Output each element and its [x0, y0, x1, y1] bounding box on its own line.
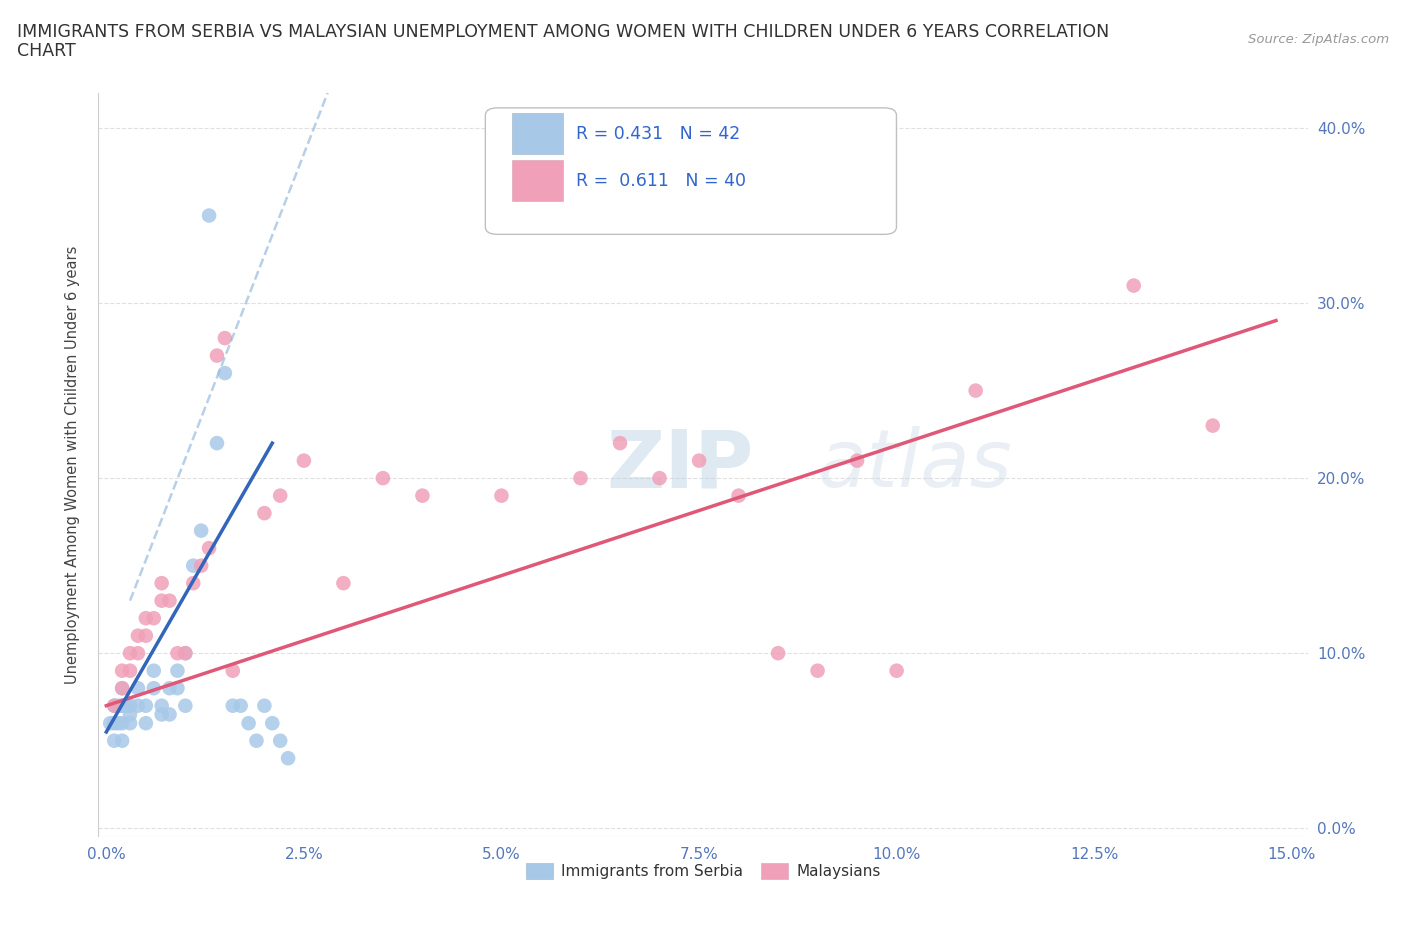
Point — [150, 698, 173, 713]
Point — [103, 716, 125, 731]
Point — [807, 663, 830, 678]
Point — [111, 733, 134, 748]
Point — [965, 383, 987, 398]
Point — [115, 698, 138, 713]
Point — [238, 716, 260, 731]
Point — [111, 698, 134, 713]
Point — [118, 716, 141, 731]
Point — [198, 540, 221, 555]
Text: Source: ZipAtlas.com: Source: ZipAtlas.com — [1249, 33, 1389, 46]
Point — [118, 645, 141, 660]
Point — [159, 681, 181, 696]
Point — [142, 611, 165, 626]
Point — [569, 471, 592, 485]
Point — [111, 681, 134, 696]
Point — [127, 698, 149, 713]
Point — [609, 435, 631, 450]
Point — [411, 488, 433, 503]
Point — [118, 698, 141, 713]
Point — [159, 707, 181, 722]
Point — [1122, 278, 1144, 293]
Point — [190, 558, 212, 573]
Point — [127, 629, 149, 644]
FancyBboxPatch shape — [512, 160, 562, 201]
Point — [214, 365, 236, 380]
Point — [229, 698, 252, 713]
Legend: Immigrants from Serbia, Malaysians: Immigrants from Serbia, Malaysians — [519, 857, 887, 885]
Point — [127, 645, 149, 660]
Point — [118, 707, 141, 722]
Point — [253, 698, 276, 713]
Point — [262, 716, 284, 731]
Point — [103, 698, 125, 713]
FancyBboxPatch shape — [512, 113, 562, 154]
Text: IMMIGRANTS FROM SERBIA VS MALAYSIAN UNEMPLOYMENT AMONG WOMEN WITH CHILDREN UNDER: IMMIGRANTS FROM SERBIA VS MALAYSIAN UNEM… — [17, 23, 1109, 41]
Point — [214, 331, 236, 346]
Point — [135, 629, 157, 644]
Text: R = 0.431   N = 42: R = 0.431 N = 42 — [576, 125, 741, 143]
Point — [118, 663, 141, 678]
Point — [253, 506, 276, 521]
Point — [846, 453, 869, 468]
Text: ZIP: ZIP — [606, 426, 754, 504]
FancyBboxPatch shape — [485, 108, 897, 234]
Point — [98, 716, 121, 731]
Point — [292, 453, 315, 468]
Point — [174, 698, 197, 713]
Point — [150, 707, 173, 722]
Point — [371, 471, 394, 485]
Text: CHART: CHART — [17, 42, 76, 60]
Point — [107, 716, 129, 731]
Point — [150, 593, 173, 608]
Point — [181, 576, 204, 591]
Point — [277, 751, 299, 765]
Point — [174, 645, 197, 660]
Point — [150, 576, 173, 591]
Point — [205, 348, 228, 363]
Point — [111, 663, 134, 678]
Point — [190, 524, 212, 538]
Point — [205, 435, 228, 450]
Point — [332, 576, 354, 591]
Point — [111, 698, 134, 713]
Point — [103, 733, 125, 748]
Point — [222, 698, 245, 713]
Point — [269, 733, 291, 748]
Point — [135, 611, 157, 626]
Point — [222, 663, 245, 678]
Point — [245, 733, 267, 748]
Point — [103, 698, 125, 713]
Point — [135, 716, 157, 731]
Point — [135, 698, 157, 713]
Point — [727, 488, 749, 503]
Point — [886, 663, 908, 678]
Point — [107, 698, 129, 713]
Point — [766, 645, 789, 660]
Point — [159, 593, 181, 608]
Point — [174, 645, 197, 660]
Point — [1202, 418, 1225, 433]
Text: R =  0.611   N = 40: R = 0.611 N = 40 — [576, 172, 747, 190]
Point — [198, 208, 221, 223]
Point — [111, 681, 134, 696]
Text: atlas: atlas — [818, 426, 1012, 504]
Point — [111, 716, 134, 731]
Point — [648, 471, 671, 485]
Point — [166, 663, 188, 678]
Point — [491, 488, 513, 503]
Point — [269, 488, 291, 503]
Point — [127, 681, 149, 696]
Point — [181, 558, 204, 573]
Point — [166, 645, 188, 660]
Y-axis label: Unemployment Among Women with Children Under 6 years: Unemployment Among Women with Children U… — [65, 246, 80, 684]
Point — [688, 453, 710, 468]
Point — [166, 681, 188, 696]
Point — [142, 681, 165, 696]
Point — [142, 663, 165, 678]
